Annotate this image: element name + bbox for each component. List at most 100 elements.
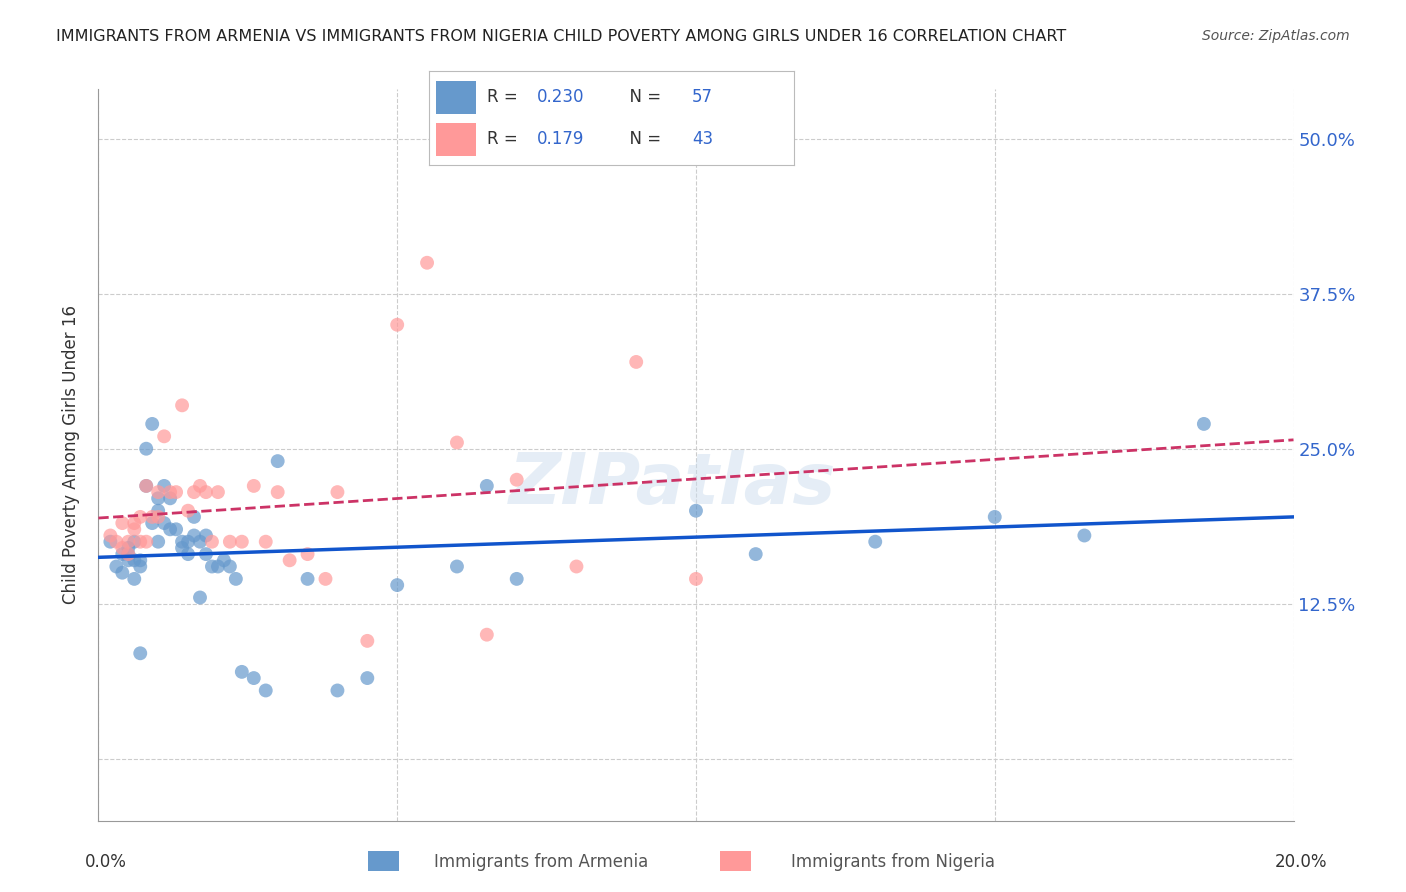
- Point: [195, 528, 218, 542]
- Point: [188, 479, 211, 493]
- Point: [254, 534, 277, 549]
- Point: [159, 485, 181, 500]
- Point: [685, 572, 707, 586]
- Point: [129, 553, 152, 567]
- Point: [243, 479, 266, 493]
- Point: [165, 522, 187, 536]
- Text: R =: R =: [488, 130, 529, 148]
- Text: ZIPatlas: ZIPatlas: [509, 450, 835, 518]
- Point: [117, 541, 139, 555]
- Point: [172, 534, 194, 549]
- Point: [183, 509, 205, 524]
- Point: [267, 454, 290, 468]
- Point: [124, 572, 146, 586]
- Point: [135, 442, 157, 456]
- Point: [626, 355, 648, 369]
- Point: [117, 534, 139, 549]
- Point: [172, 398, 194, 412]
- Point: [446, 435, 468, 450]
- Point: [207, 485, 229, 500]
- Point: [98, 534, 122, 549]
- Point: [129, 509, 152, 524]
- Point: [195, 485, 218, 500]
- Point: [105, 559, 128, 574]
- Point: [506, 572, 529, 586]
- Point: [385, 578, 409, 592]
- Point: [111, 516, 134, 530]
- Point: [124, 553, 146, 567]
- Point: [231, 534, 253, 549]
- Point: [177, 534, 200, 549]
- Point: [129, 646, 152, 660]
- Point: [356, 671, 378, 685]
- Point: [124, 516, 146, 530]
- Point: [135, 479, 157, 493]
- Text: 0.230: 0.230: [537, 88, 583, 106]
- Point: [267, 485, 290, 500]
- Text: R =: R =: [488, 88, 523, 106]
- Point: [153, 429, 176, 443]
- Text: 20.0%: 20.0%: [1274, 853, 1327, 871]
- Point: [446, 559, 468, 574]
- Point: [278, 553, 301, 567]
- Point: [124, 534, 146, 549]
- Point: [565, 559, 588, 574]
- Point: [129, 559, 152, 574]
- Point: [148, 491, 170, 506]
- Point: [297, 572, 319, 586]
- Point: [141, 509, 163, 524]
- Point: [153, 479, 176, 493]
- Text: IMMIGRANTS FROM ARMENIA VS IMMIGRANTS FROM NIGERIA CHILD POVERTY AMONG GIRLS UND: IMMIGRANTS FROM ARMENIA VS IMMIGRANTS FR…: [56, 29, 1067, 44]
- Point: [165, 485, 187, 500]
- Point: [183, 528, 205, 542]
- Point: [326, 485, 349, 500]
- Point: [1192, 417, 1215, 431]
- Point: [231, 665, 253, 679]
- Text: 43: 43: [692, 130, 713, 148]
- Text: 0.179: 0.179: [537, 130, 583, 148]
- Text: 0.0%: 0.0%: [84, 853, 127, 871]
- Point: [98, 528, 122, 542]
- Point: [356, 633, 378, 648]
- Point: [326, 683, 349, 698]
- Point: [111, 541, 134, 555]
- Point: [159, 522, 181, 536]
- Point: [984, 509, 1007, 524]
- Point: [201, 559, 224, 574]
- Point: [117, 553, 139, 567]
- Point: [195, 547, 218, 561]
- Point: [141, 417, 163, 431]
- Point: [506, 473, 529, 487]
- Text: Immigrants from Nigeria: Immigrants from Nigeria: [790, 853, 995, 871]
- Point: [135, 534, 157, 549]
- Point: [865, 534, 887, 549]
- Point: [159, 491, 181, 506]
- Point: [124, 522, 146, 536]
- Point: [219, 534, 242, 549]
- Point: [111, 547, 134, 561]
- Point: [685, 504, 707, 518]
- Point: [117, 547, 139, 561]
- Point: [148, 509, 170, 524]
- Point: [475, 628, 498, 642]
- Point: [225, 572, 247, 586]
- Point: [207, 559, 229, 574]
- Point: [129, 534, 152, 549]
- Point: [148, 504, 170, 518]
- Point: [297, 547, 319, 561]
- Point: [201, 534, 224, 549]
- FancyBboxPatch shape: [436, 81, 477, 113]
- Text: N =: N =: [619, 88, 666, 106]
- Point: [177, 504, 200, 518]
- Point: [1073, 528, 1095, 542]
- Point: [148, 485, 170, 500]
- Point: [475, 479, 498, 493]
- Point: [243, 671, 266, 685]
- Point: [177, 547, 200, 561]
- Point: [183, 485, 205, 500]
- Text: Immigrants from Armenia: Immigrants from Armenia: [434, 853, 648, 871]
- Point: [172, 541, 194, 555]
- Point: [105, 534, 128, 549]
- Point: [135, 479, 157, 493]
- Y-axis label: Child Poverty Among Girls Under 16: Child Poverty Among Girls Under 16: [62, 305, 80, 605]
